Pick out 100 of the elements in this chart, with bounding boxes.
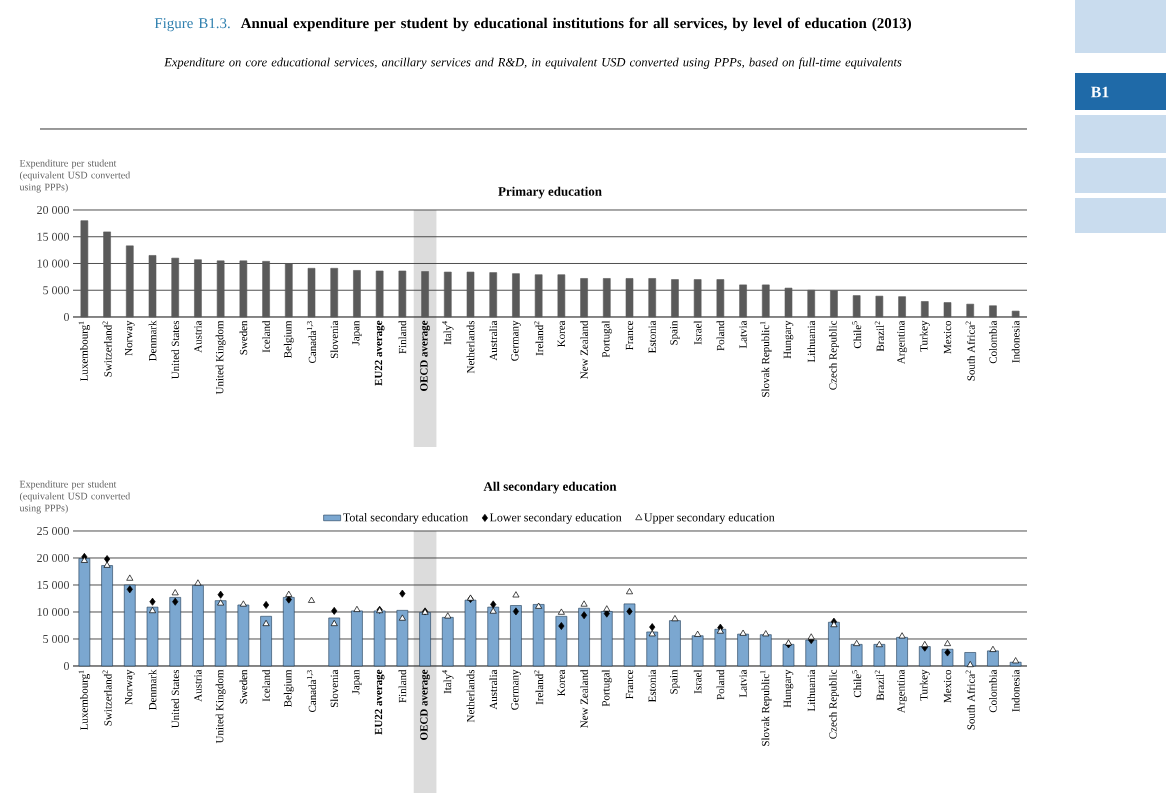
x-tick-label: Finland (398, 320, 407, 354)
x-tick-label: Slovak Republic$^{1}$ (760, 670, 772, 746)
x-tick-label: New Zealand (580, 320, 588, 379)
x-tick-label: Argentina (897, 320, 907, 365)
x-tick-label: Italy$^{4}$ (442, 670, 454, 694)
x-tick-label: Denmark (148, 320, 157, 361)
x-tick-label: Luxembourg$^{1}$ (78, 321, 91, 381)
x-tick-label: France (625, 320, 634, 351)
x-tick-label: Chile$^{5}$ (852, 670, 862, 698)
x-tick-label: Mexico (943, 320, 952, 354)
x-tick-label: Switzerland$^{2}$ (102, 321, 112, 377)
x-tick-label: Hungary (783, 320, 794, 359)
x-tick-label: OECD average (420, 320, 430, 391)
y-tick-label: 10 000 (37, 607, 70, 617)
y-tick-label: 25 000 (37, 526, 70, 536)
x-tick-label: Sweden (239, 669, 248, 704)
x-tick-label: Czech Republic (828, 320, 839, 390)
x-tick-label: Austria (194, 320, 202, 353)
x-tick-label: South Africa$^{2}$ (965, 670, 975, 730)
x-tick-label: Slovenia (330, 320, 339, 359)
x-tick-label: Estonia (648, 320, 656, 354)
x-tick-label: Spain (670, 320, 680, 345)
x-tick-label: Netherlands (466, 320, 475, 374)
x-tick-label: Italy$^{4}$ (442, 321, 454, 345)
x-tick-label: Portugal (601, 320, 612, 358)
x-tick-label: Ireland$^{2}$ (534, 321, 544, 356)
x-tick-label: Slovak Republic$^{1}$ (760, 321, 772, 397)
x-tick-label: Australia (489, 669, 498, 710)
x-tick-label: New Zealand (580, 669, 588, 728)
x-tick-label: Lithuania (807, 669, 816, 712)
x-tick-label: Switzerland$^{2}$ (102, 670, 112, 726)
y-tick-label: 20 000 (37, 553, 70, 563)
x-tick-label: Brazil$^{2}$ (874, 321, 884, 352)
y-tick-label: 0 (63, 661, 70, 671)
x-tick-label: Belgium (283, 669, 294, 707)
y-tick-label: 10 000 (37, 259, 70, 268)
x-tick-label: Poland (716, 669, 725, 700)
x-tick-label: Luxembourg$^{1}$ (78, 670, 91, 730)
x-tick-label: Iceland (262, 669, 270, 702)
x-tick-label: Turkey (919, 669, 930, 701)
x-tick-label: Portugal (601, 669, 612, 707)
x-tick-label: Korea (557, 669, 566, 696)
x-tick-label: Brazil$^{2}$ (874, 670, 884, 701)
legend-label: Upper secondary education (644, 513, 775, 524)
x-tick-label: EU22 average (374, 669, 385, 735)
x-tick-label: United States (171, 669, 180, 729)
x-tick-label: Indonesia (1011, 669, 1020, 712)
x-tick-label: Estonia (648, 669, 656, 703)
text: B1 (1090, 86, 1109, 98)
x-tick-label: Austria (194, 669, 202, 702)
x-tick-label: Norway (125, 669, 135, 705)
x-tick-label: United Kingdom (215, 320, 226, 395)
x-tick-label: France (625, 669, 634, 700)
x-tick-label: Indonesia (1011, 320, 1020, 363)
y-tick-label: 5 000 (43, 286, 70, 295)
x-tick-label: Germany (511, 669, 521, 710)
y-tick-label: 15 000 (37, 580, 70, 590)
x-tick-label: United States (171, 320, 180, 380)
x-tick-label: Colombia (989, 320, 997, 364)
x-tick-label: Turkey (919, 320, 930, 352)
text: Annual expenditure per student by educational institutions for all services, by level of education (2013) (240, 17, 911, 32)
x-tick-label: Chile$^{5}$ (852, 321, 862, 349)
x-tick-label: Japan (352, 669, 362, 695)
x-tick-label: Lithuania (807, 320, 816, 363)
x-tick-label: Israel (693, 669, 702, 694)
x-tick-label: Poland (716, 320, 725, 351)
x-tick-label: Norway (125, 320, 135, 356)
x-tick-label: South Africa$^{2}$ (965, 321, 975, 381)
y-tick-label: 5 000 (43, 634, 70, 644)
x-tick-label: Iceland (262, 320, 270, 353)
x-tick-label: Israel (693, 320, 702, 345)
x-tick-label: Canada$^{1,3}$ (306, 321, 317, 363)
y-tick-label: 0 (63, 312, 70, 322)
text: Expenditure on core educational services, ancillary services and R&D, in equivalent USD converted using PPPs, based on full-time equivalents (164, 57, 902, 69)
x-tick-label: Sweden (239, 320, 248, 355)
x-tick-label: Latvia (739, 320, 747, 349)
legend-label: Total secondary education (343, 513, 469, 524)
x-tick-label: Latvia (739, 669, 747, 698)
x-tick-label: Mexico (943, 669, 952, 703)
x-tick-label: Finland (398, 669, 407, 703)
x-tick-label: Denmark (148, 669, 157, 710)
x-tick-label: Belgium (283, 320, 294, 358)
x-tick-label: Japan (352, 320, 362, 346)
x-tick-label: Korea (557, 320, 566, 347)
x-tick-label: Hungary (783, 669, 794, 708)
x-tick-label: Germany (511, 320, 521, 361)
x-tick-label: United Kingdom (215, 669, 226, 744)
x-tick-label: Ireland$^{2}$ (534, 670, 544, 705)
y-tick-label: 20 000 (37, 205, 70, 215)
x-tick-label: OECD average (420, 669, 430, 740)
x-tick-label: Netherlands (466, 669, 475, 723)
y-axis-title: Expenditure per student (equivalent USD converted using PPPs) (19, 159, 131, 193)
x-tick-label: Australia (489, 320, 498, 361)
x-tick-label: EU22 average (374, 320, 385, 386)
y-tick-label: 15 000 (37, 232, 70, 241)
x-tick-label: Slovenia (330, 669, 339, 708)
x-tick-label: Spain (670, 669, 680, 694)
x-tick-label: Argentina (897, 669, 907, 714)
caption: Figure B1.3. (154, 18, 230, 32)
x-tick-label: Czech Republic (828, 669, 839, 739)
